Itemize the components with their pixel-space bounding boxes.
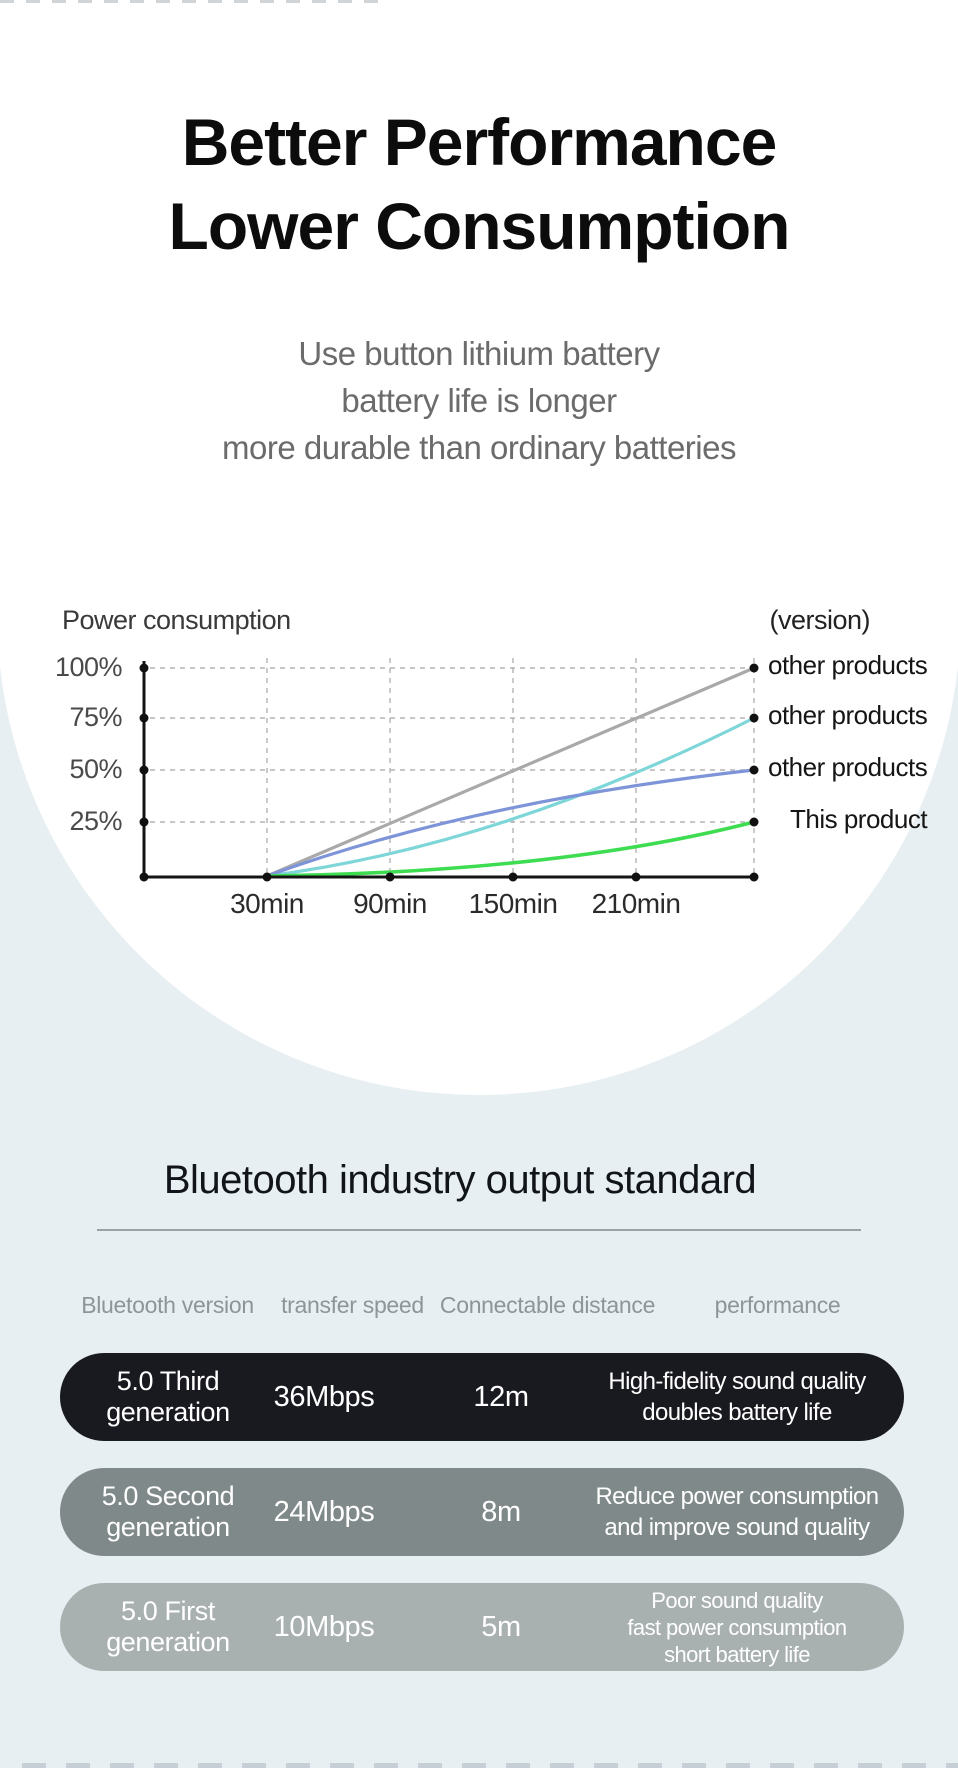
ytick-25: 25% [69,806,122,836]
column-header-bluetooth-version: Bluetooth version [81,1292,254,1318]
line-this-product [265,820,756,878]
hero-title-line2: Lower Consumption [168,189,791,263]
horizontal-gridlines [150,667,754,823]
row3-performance: Poor sound quality fast power consumptio… [627,1587,847,1667]
top-edge-artifact [0,0,385,3]
table-row-first-generation: 5.0 First generation 10Mbps 5m Poor soun… [60,1583,904,1671]
white-circle-backdrop [0,131,958,1095]
row1-distance: 12m [473,1380,529,1413]
hero-subtitle: Use button lithium battery battery life … [0,330,958,471]
xtick-210min: 210min [591,888,681,919]
row2-performance: Reduce power consumption and improve sou… [595,1483,879,1541]
column-header-transfer-speed: transfer speed [281,1292,424,1318]
vertical-gridlines [266,658,755,873]
row1-performance: High-fidelity sound quality doubles batt… [608,1368,866,1426]
line-other-products-2 [265,716,756,878]
table-row-second-generation: 5.0 Second generation 24Mbps 8m Reduce p… [60,1468,904,1556]
legend-other-products-3: other products [768,752,928,782]
row2-speed: 24Mbps [273,1495,375,1528]
line-other-products-1 [265,666,756,878]
xtick-30min: 30min [230,888,304,919]
row3-speed: 10Mbps [273,1610,375,1643]
ytick-50: 50% [69,754,122,784]
standards-section-title: Bluetooth industry output standard [163,1158,757,1202]
row1-speed: 36Mbps [273,1380,375,1413]
row2-distance: 8m [481,1495,521,1528]
ytick-75: 75% [69,702,122,732]
axes [142,661,757,879]
column-header-performance: performance [714,1292,841,1318]
ytick-100: 100% [54,652,123,682]
xtick-150min: 150min [468,888,558,919]
chart-axis-title: Power consumption [62,605,291,635]
column-header-connectable-distance: Connectable distance [439,1292,656,1318]
line-other-products-3 [265,768,756,878]
row3-version: 5.0 First generation [106,1596,230,1657]
hero-title-line1: Better Performance [181,105,778,179]
legend-this-product: This product [790,804,928,834]
hero-subtitle-line3: more durable than ordinary batteries [222,429,736,466]
hero-subtitle-line2: battery life is longer [341,382,617,419]
hero-title: Better Performance Lower Consumption [0,100,958,268]
chart-legend-title: (version) [769,605,870,635]
row1-version: 5.0 Third generation [106,1366,230,1427]
table-row-third-generation: 5.0 Third generation 36Mbps 12m High-fid… [60,1353,904,1441]
bottom-edge-artifact [22,1763,958,1768]
xtick-90min: 90min [353,888,427,919]
power-consumption-chart [139,658,759,882]
row3-distance: 5m [481,1610,521,1643]
standards-title-underline [97,1229,861,1231]
row2-version: 5.0 Second generation [101,1481,235,1542]
legend-other-products-1: other products [768,650,928,680]
legend-other-products-2: other products [768,700,928,730]
hero-subtitle-line1: Use button lithium battery [298,335,660,372]
axis-dots [139,663,759,882]
